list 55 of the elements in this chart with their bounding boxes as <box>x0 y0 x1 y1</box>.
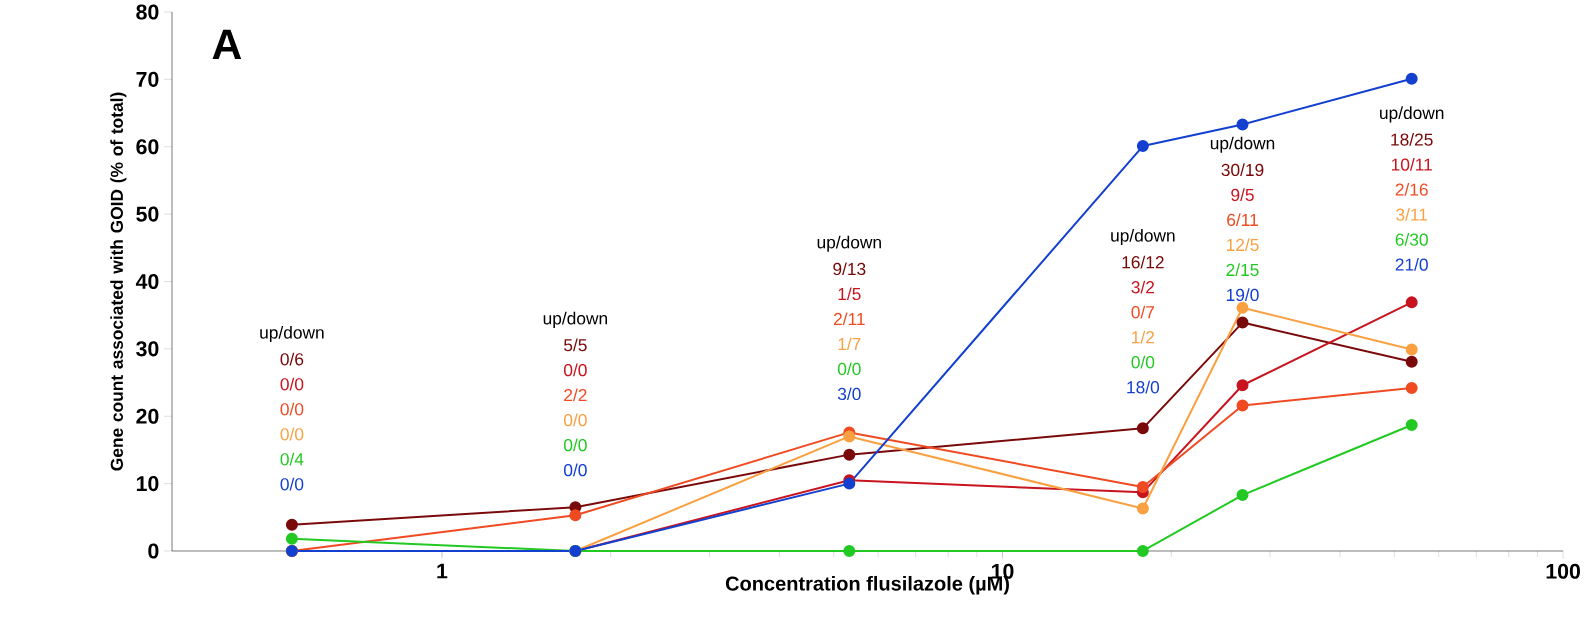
annotation: 0/0 <box>563 463 587 477</box>
annotation: 1/7 <box>838 337 861 351</box>
annotation: up/down <box>1210 136 1275 153</box>
y-tick-label: 30 <box>136 341 159 357</box>
y-axis-title: Gene count associated with GOID (% of total) <box>110 92 127 471</box>
annotation: 3/0 <box>837 387 861 401</box>
annotation: 10/11 <box>1391 158 1432 171</box>
annotation: 30/19 <box>1221 163 1264 177</box>
x-tick-label: 100 <box>1546 563 1580 579</box>
annotation: 3/2 <box>1131 280 1155 294</box>
annotation: up/down <box>817 235 881 252</box>
annotation: 0/0 <box>563 363 587 377</box>
annotation: 2/16 <box>1395 183 1428 196</box>
annotation: 0/0 <box>280 477 304 491</box>
annotation: 18/0 <box>1127 380 1160 394</box>
annotation: 2/15 <box>1226 263 1259 277</box>
annotation: up/down <box>1111 228 1175 246</box>
annotation: 9/5 <box>1231 188 1254 202</box>
y-tick-label: 50 <box>136 206 159 222</box>
annotation: up/down <box>543 311 607 328</box>
annotation: 18/25 <box>1391 133 1433 146</box>
annotation: 0/0 <box>837 362 861 376</box>
annotation: 1/5 <box>838 287 861 301</box>
annotation: 0/0 <box>280 377 304 391</box>
y-tick-label: 80 <box>136 4 159 20</box>
annotation: 0/7 <box>1131 305 1155 319</box>
annotation: 0/0 <box>280 427 304 441</box>
annotation: A <box>212 29 242 59</box>
annotation: 16/12 <box>1122 255 1164 269</box>
y-tick-label: 40 <box>135 273 159 290</box>
annotation: up/down <box>260 325 324 343</box>
annotation: 5/5 <box>564 338 587 352</box>
y-tick-label: 60 <box>136 139 159 155</box>
y-tick-label: 10 <box>136 476 159 492</box>
annotation: up/down <box>1380 106 1444 123</box>
annotation: 2/2 <box>564 388 587 402</box>
x-tick-label: 1 <box>437 563 448 579</box>
annotation: 2/11 <box>833 312 865 326</box>
annotation: 0/0 <box>280 402 304 416</box>
annotation: 0/4 <box>280 452 304 466</box>
annotation: 21/0 <box>1395 258 1428 271</box>
annotation: 19/0 <box>1226 288 1259 302</box>
annotation: 1/2 <box>1132 330 1155 344</box>
annotation: 0/0 <box>563 438 587 452</box>
annotation: 3/11 <box>1396 208 1428 221</box>
annotation: 12/5 <box>1226 238 1259 252</box>
annotation: 6/11 <box>1227 213 1258 227</box>
y-tick-label: 70 <box>136 71 159 87</box>
annotation: 0/6 <box>280 352 304 366</box>
y-tick-label: 20 <box>136 408 159 424</box>
annotation: 0/0 <box>1131 355 1155 369</box>
annotation: 6/30 <box>1395 233 1428 246</box>
annotation: 9/13 <box>833 262 866 276</box>
annotation: 0/0 <box>563 413 587 427</box>
y-tick-label: 0 <box>148 543 159 559</box>
